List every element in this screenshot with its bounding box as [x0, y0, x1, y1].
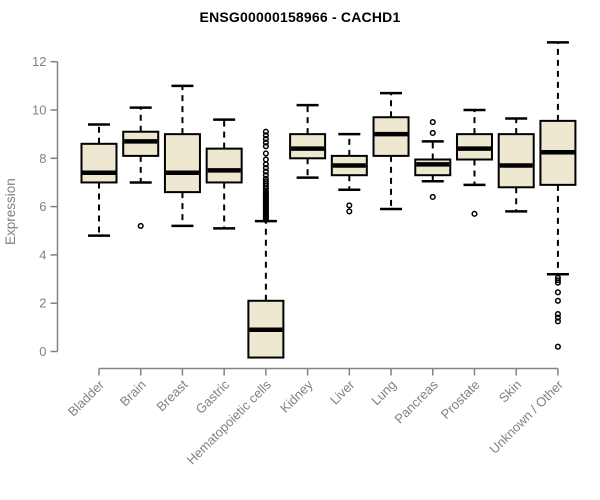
x-category-label: Prostate	[438, 377, 483, 422]
x-category-label: Kidney	[277, 377, 316, 416]
box	[80, 142, 118, 184]
outlier-point	[429, 193, 436, 200]
outlier-point	[262, 172, 269, 179]
x-category-label: Gastric	[193, 377, 233, 417]
outlier-point	[262, 143, 269, 150]
box	[372, 116, 410, 157]
box	[289, 133, 327, 160]
boxplot-brain	[122, 106, 160, 229]
outlier-point	[554, 311, 561, 318]
outlier-point	[262, 161, 269, 168]
boxplot-unknown-other	[539, 41, 577, 350]
boxplot-breast	[163, 84, 201, 228]
boxplot-liver	[330, 132, 368, 215]
outlier-point	[554, 279, 561, 286]
outlier-point	[429, 119, 436, 126]
outlier-point	[554, 289, 561, 296]
boxplot-bladder	[80, 123, 118, 237]
y-tick-label: 10	[32, 103, 46, 118]
outlier-point	[262, 135, 269, 143]
outlier-point	[554, 314, 561, 321]
y-tick-label: 2	[39, 296, 46, 311]
boxplot-hematopoietic-cells	[247, 128, 285, 359]
boxplot-kidney	[289, 103, 327, 179]
outlier-point	[554, 318, 561, 325]
box	[497, 133, 535, 189]
boxplot-prostate	[455, 108, 493, 217]
box	[414, 158, 452, 177]
boxplot-skin	[497, 117, 535, 213]
outlier-point	[429, 129, 436, 136]
outlier-point	[262, 150, 269, 157]
outlier-point	[262, 128, 269, 135]
x-category-label: Skin	[496, 377, 524, 405]
outlier-point	[262, 139, 269, 146]
outlier-point	[262, 168, 269, 175]
outlier-point	[262, 132, 269, 139]
x-category-label: Brain	[117, 377, 149, 409]
y-tick-label: 8	[39, 151, 46, 166]
outlier-point	[346, 208, 353, 215]
y-tick-label: 4	[39, 247, 46, 262]
x-category-label: Lung	[368, 377, 399, 408]
box	[205, 147, 243, 184]
x-category-label: Pancreas	[391, 377, 441, 427]
y-tick-label: 6	[39, 199, 46, 214]
outlier-point	[554, 343, 561, 350]
boxplot-gastric	[205, 118, 243, 230]
boxplot-lung	[372, 91, 410, 211]
outlier-point	[262, 164, 269, 172]
x-category-label: Breast	[153, 377, 190, 414]
boxplot-pancreas	[414, 119, 452, 200]
outlier-point	[554, 297, 561, 304]
x-category-label: Liver	[327, 377, 358, 408]
y-tick-label: 12	[32, 54, 46, 69]
outlier-point	[471, 210, 478, 217]
box	[122, 130, 160, 157]
outlier-point	[262, 156, 269, 163]
x-category-label: Unknown / Other	[486, 377, 566, 457]
box	[163, 133, 201, 194]
y-tick-label: 0	[39, 344, 46, 359]
outlier-point	[346, 202, 353, 209]
y-axis-title: Expression	[3, 178, 18, 245]
chart-title: ENSG00000158966 - CACHD1	[199, 9, 401, 25]
outlier-point	[137, 222, 144, 229]
x-category-label: Bladder	[65, 377, 108, 420]
outlier-point	[262, 216, 269, 223]
outlier-point	[554, 277, 561, 284]
